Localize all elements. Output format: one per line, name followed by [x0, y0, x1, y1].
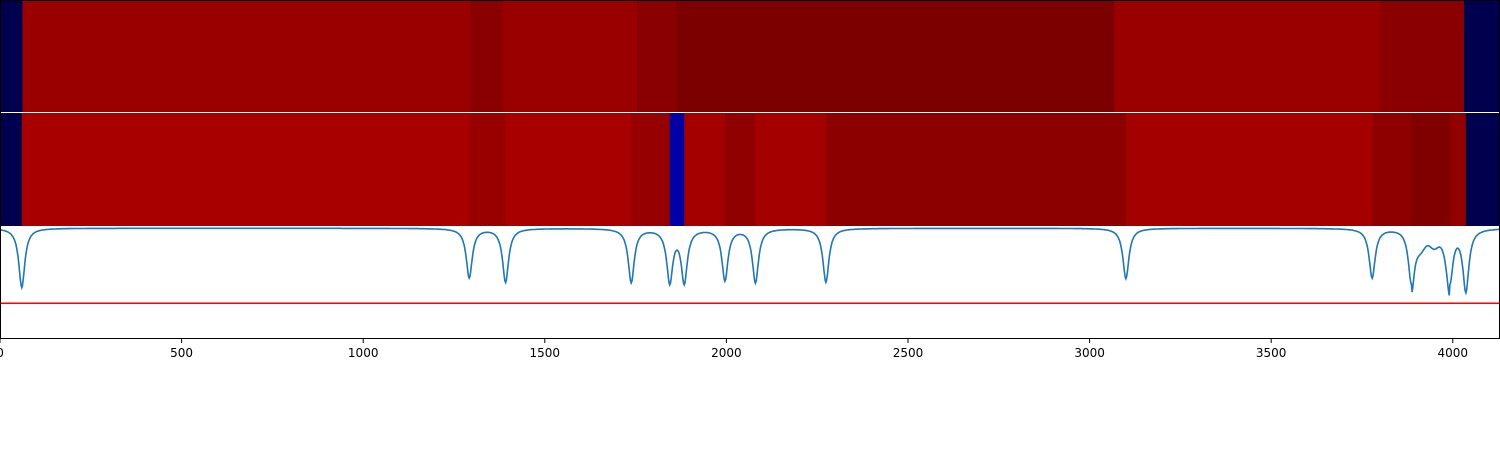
top-strip-segment-0: [0, 0, 24, 112]
x-tick-label-3: 1500: [530, 346, 561, 360]
bottom-strip-segment-11: [1372, 113, 1412, 226]
bottom-strip-segment-0: [0, 113, 23, 226]
plot-background: [0, 226, 1500, 338]
top-strip-segment-5: [676, 0, 1115, 112]
bottom-strip-segment-6: [684, 113, 726, 226]
x-tick-label-0: 0: [0, 346, 4, 360]
x-tick-label-1: 500: [170, 346, 193, 360]
bottom-strip-segment-9: [825, 113, 1127, 226]
heatmap-strip-top: [0, 0, 1500, 112]
bottom-strip-segment-3: [505, 113, 632, 226]
bottom-strip-segment-8: [755, 113, 827, 226]
bottom-strip-segment-12: [1411, 113, 1451, 226]
bottom-strip-segment-7: [724, 113, 756, 226]
signal-plot-area: [0, 226, 1500, 338]
x-tick-label-7: 3500: [1256, 346, 1287, 360]
bottom-strip-segment-4: [631, 113, 671, 226]
bottom-strip-segment-2: [469, 113, 507, 226]
bottom-strip-segment-5: [669, 113, 685, 226]
bottom-strip-segment-1: [21, 113, 470, 226]
x-tick-label-5: 2500: [893, 346, 924, 360]
bottom-strip-segment-10: [1125, 113, 1373, 226]
x-axis: 0 500 1000 1500 2000 2500 3000 3500 4000: [0, 338, 1468, 360]
bottom-strip-segment-13: [1449, 113, 1467, 226]
x-tick-label-2: 1000: [348, 346, 379, 360]
signal-line: [0, 227, 1500, 296]
bottom-strip-segment-14: [1465, 113, 1500, 226]
x-tick-label-8: 4000: [1438, 346, 1469, 360]
top-strip-segment-8: [1464, 0, 1500, 112]
top-strip-segment-3: [502, 0, 638, 112]
top-strip-segment-1: [22, 0, 471, 112]
heatmap-strip-bottom: [0, 113, 1500, 226]
x-tick-label-6: 3000: [1074, 346, 1105, 360]
x-tick-label-4: 2000: [711, 346, 742, 360]
top-strip-segment-7: [1380, 0, 1465, 112]
top-strip-segment-2: [469, 0, 504, 112]
top-strip-segment-4: [637, 0, 677, 112]
top-strip-segment-6: [1114, 0, 1381, 112]
